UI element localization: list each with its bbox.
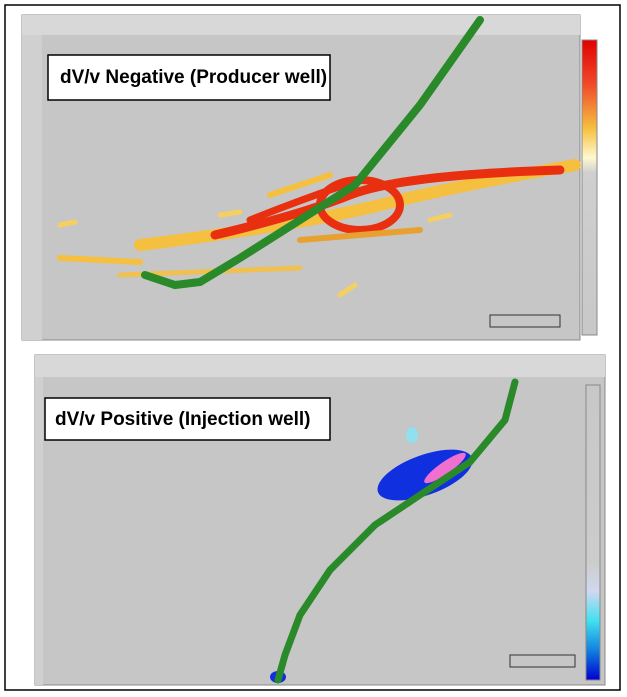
color-bar bbox=[585, 384, 601, 681]
top-panel: dV/v Negative (Producer well) bbox=[21, 14, 598, 341]
well-path bbox=[141, 16, 484, 290]
bottom-panel: dV/v Positive (Injection well) bbox=[34, 354, 606, 686]
panel-label: dV/v Negative (Producer well) bbox=[60, 67, 327, 88]
scale-bar bbox=[489, 314, 561, 328]
depth-axis bbox=[22, 35, 42, 340]
trace-axis bbox=[22, 15, 580, 35]
scale-bar bbox=[509, 654, 576, 668]
trace-axis bbox=[35, 355, 605, 377]
well-path bbox=[274, 378, 519, 684]
color-bar bbox=[581, 39, 598, 336]
anomaly bbox=[406, 427, 418, 443]
label-box bbox=[44, 397, 331, 441]
label-box bbox=[47, 54, 331, 101]
panel-label: dV/v Positive (Injection well) bbox=[55, 409, 311, 430]
depth-axis bbox=[35, 377, 43, 685]
anomaly bbox=[424, 452, 466, 484]
